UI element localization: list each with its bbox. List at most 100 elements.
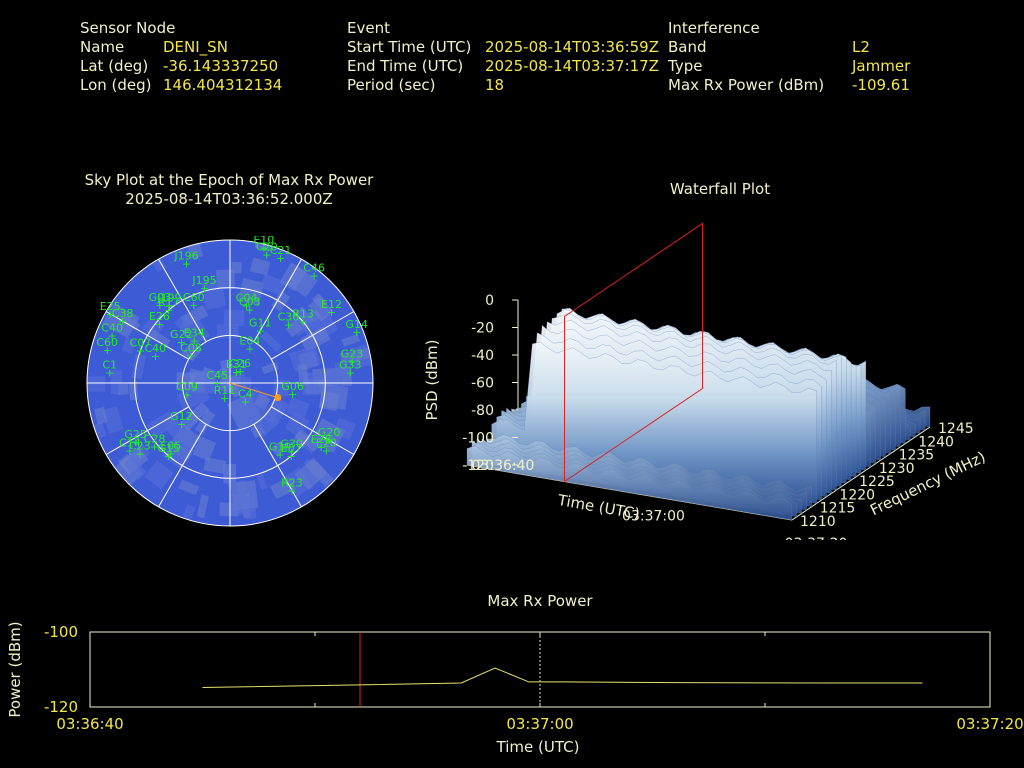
svg-text:+: + [164,304,173,317]
satellite-label: E07 [281,442,302,455]
satellite-label: C45 [206,369,228,382]
satellite-e10: +E10 [253,236,274,254]
cursor-plane [564,222,703,483]
satellite-c04: +C04 [236,291,258,312]
satellite-e34: +E34 [184,326,205,347]
svg-text:+: + [236,365,245,378]
azimuth-spoke [105,311,189,360]
svg-text:+: + [316,441,325,454]
skyplot-satellites: +J196+E10+C20+C21+C46+J195+E25 +R17 +C60+C… [96,236,368,497]
svg-text:+: + [324,434,333,447]
svg-text:+: + [200,282,209,295]
satellite-label: C26 [229,357,251,370]
satellite-label: G20 [318,426,341,439]
skyplot-title: Sky Plot at the Epoch of Max Rx Power [84,171,374,189]
interference-band-label: Band [668,38,707,56]
satellite-e07: +E07 [281,442,302,463]
svg-text:+: + [256,325,265,338]
terrain-patch [294,430,319,452]
psd-tick-label: 0 [485,293,494,309]
terrain-patch [216,323,239,339]
frequency-tick-label: 1245 [938,421,974,437]
satellite-c07: +C07 [130,336,152,357]
satellite-e28: +E28 [311,433,332,454]
satellite-label: C40 [101,321,123,334]
svg-text:+: + [245,303,254,316]
satellite-label: G14 [345,318,368,331]
satellite-c28: +C28 [144,432,166,453]
satellite-label: E34 [184,326,205,339]
satellite-r13: +R13 [292,308,314,329]
terrain-patch [249,257,271,276]
satellite-e04: +E04 [239,335,260,356]
satellite-label: E25 [100,300,121,313]
satellite-j195: +J195 [191,274,216,295]
terrain-patch [307,295,334,322]
terrain-patch [161,432,198,470]
terrain-patch [144,460,174,490]
satellite-label: J195 [191,274,216,287]
svg-text:+: + [150,440,159,453]
satellite-j199: +J199 [156,291,181,312]
terrain-patch [93,406,108,425]
svg-text:+: + [259,241,268,254]
sensor-lon-label: Lon (deg) [80,76,152,94]
terrain-patch [194,373,217,395]
y-axis-label: Power (dBm) [6,621,24,717]
svg-text:+: + [125,445,134,458]
terrain-patch [283,467,313,498]
interference-power-label: Max Rx Power (dBm) [668,76,825,94]
satellite-label: E10 [253,236,274,246]
satellite-label: C38 [112,307,134,320]
satellite-label: E20 [316,436,337,449]
satellite-r23: +R23 [281,476,303,497]
frequency-tick-label: 1220 [839,487,875,503]
satellite-label: E26 [149,310,170,323]
svg-text:+: + [310,269,319,282]
satellite-g19: +G19 [269,441,292,462]
satellite-label: C4 [238,387,253,400]
satellite-label: C60 [183,291,205,304]
frequency-tick-label: 1240 [918,434,954,450]
waterfall-ridge [466,445,793,521]
interference-title: Interference [668,19,760,37]
satellite-label: C46 [303,261,325,274]
azimuth-spoke [253,424,302,508]
time-axis-label: Time (UTC) [555,491,641,523]
terrain-patch [260,330,283,353]
svg-text:+: + [108,329,117,342]
satellite-label: G30 [280,437,303,450]
svg-text:+: + [190,334,199,347]
terrain-patch [182,341,203,362]
terrain-patch [178,479,200,496]
x-axis-label: Time (UTC) [496,738,580,756]
terrain-patch [334,361,350,375]
satellite-c08: +C08 [180,342,202,363]
event-start-value: 2025-08-14T03:36:59Z [485,38,659,56]
terrain-patch [192,436,217,461]
skyplot-grid [86,239,374,527]
maxpower-series [202,632,923,707]
satellite-label: C07 [130,336,152,349]
psd-tick-label: -100 [462,431,494,447]
satellite-label: C36 [278,311,300,324]
waterfall-ridge [491,342,817,504]
event-period-value: 18 [485,76,505,94]
max-power-direction-line [229,382,279,399]
time-tick-label: 03:37:00 [622,509,685,525]
svg-text:+: + [165,299,174,312]
psd-tick-label: -80 [471,403,494,419]
terrain-patch [312,367,341,387]
svg-text:+: + [182,258,191,271]
sensor-name-label: Name [80,38,125,56]
svg-text:+: + [346,366,355,379]
satellite-label: G19 [269,441,292,454]
svg-text:+: + [189,299,198,312]
event-period-label: Period (sec) [347,76,436,94]
terrain-patch [243,495,257,520]
psd-tick-label: -20 [471,321,494,337]
maxpower-chart: 03:36:40 03:37:00 03:37:20 -100 -120 Time (UT… [6,621,1024,756]
satellite-g03: +G03 [149,291,172,312]
svg-text:+: + [155,299,164,312]
satellite-label: J199 [156,291,181,304]
